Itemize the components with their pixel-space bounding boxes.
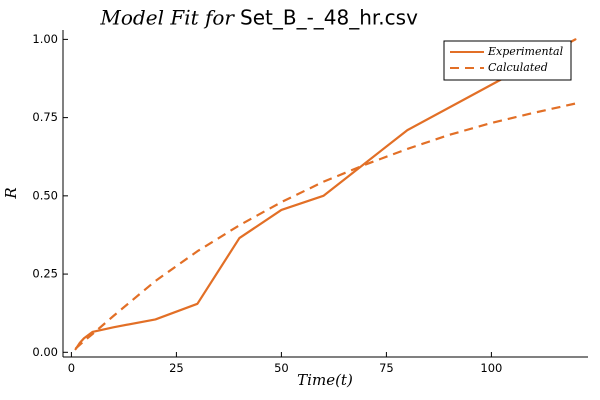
x-axis-ticks: 0 25 50 75 100 [68, 352, 502, 375]
y-tick-label: 1.00 [32, 32, 58, 46]
legend-label-calculated: Calculated [488, 61, 548, 74]
x-tick-label: 50 [274, 361, 289, 375]
y-tick-label: 0.75 [32, 110, 58, 124]
series-line-calculated [74, 102, 576, 350]
series-group [74, 38, 577, 351]
legend: Experimental Calculated [443, 40, 572, 81]
y-tick-label: 0.25 [32, 267, 58, 281]
y-axis-ticks: 0.00 0.25 0.50 0.75 1.00 [32, 32, 68, 359]
series-line-experimental [74, 38, 577, 351]
legend-label-experimental: Experimental [487, 45, 564, 58]
y-tick-label: 0.00 [32, 345, 58, 359]
legend-box [443, 40, 572, 81]
chart-title-filename: Set_B_-_48_hr.csv [240, 6, 418, 30]
x-axis-label: Time(t) [297, 371, 353, 389]
y-tick-label: 0.50 [32, 188, 58, 202]
x-tick-label: 100 [480, 361, 502, 375]
y-axis-label: R [2, 187, 20, 199]
x-tick-label: 25 [169, 361, 184, 375]
x-tick-label: 0 [68, 361, 75, 375]
x-tick-label: 75 [379, 361, 394, 375]
chart-title-math: Model Fit for [99, 6, 235, 30]
